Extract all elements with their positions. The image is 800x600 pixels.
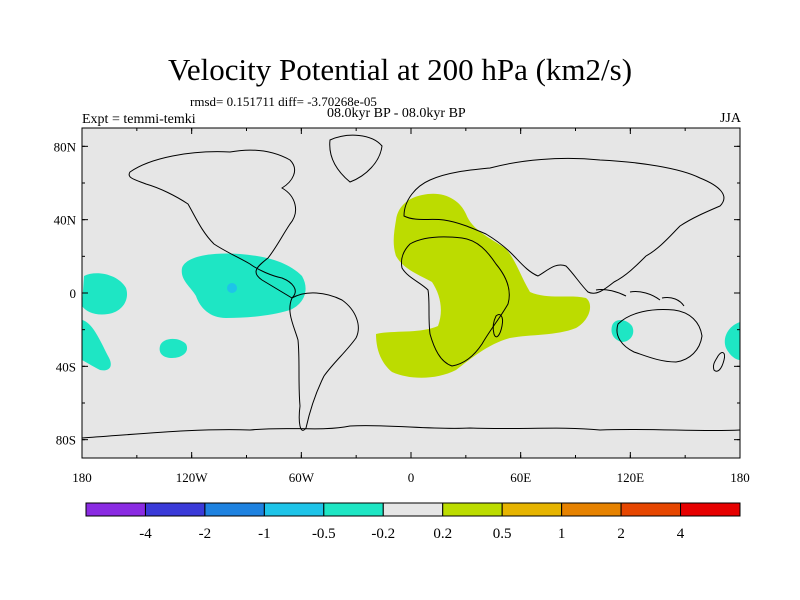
colorbar-label: 4 xyxy=(677,526,685,542)
coastline-new-zealand xyxy=(713,352,725,372)
australia-west-negative xyxy=(611,320,634,342)
colorbar-box xyxy=(85,502,146,517)
colorbar-label: 0.2 xyxy=(433,526,452,542)
coastline-australia xyxy=(616,309,703,363)
lat-tick-label: 80N xyxy=(54,139,77,154)
colorbar-box xyxy=(442,502,503,517)
colorbar-box xyxy=(561,502,622,517)
colorbar-label: -4 xyxy=(139,526,152,542)
coastline-antarctica xyxy=(82,425,740,439)
lat-tick-label: 80S xyxy=(56,433,76,448)
latitude-axis: 80N 40N 0 40S 80S xyxy=(54,139,740,448)
colorbar-box xyxy=(620,502,682,517)
east-pacific-negative xyxy=(82,273,128,315)
experiment-label: Expt = temmi-temki xyxy=(82,112,196,127)
map-background xyxy=(82,128,740,458)
south-pacific-negative xyxy=(159,338,188,358)
colorbar-box xyxy=(680,502,741,517)
colorbar-label: -0.5 xyxy=(312,526,336,542)
longitude-axis: 180 120W 60W 0 60E 120E 180 xyxy=(72,128,750,485)
central-america-pacific-negative xyxy=(181,253,306,318)
colorbar-label: -2 xyxy=(199,526,212,542)
period-subtitle: 08.0kyr BP - 08.0kyr BP xyxy=(327,106,466,121)
stats-subtitle: rmsd= 0.151711 diff= -3.70268e-05 xyxy=(190,94,377,109)
lon-tick-label: 60E xyxy=(510,470,531,485)
colorbar-label: -0.2 xyxy=(371,526,395,542)
colorbar-box xyxy=(204,502,265,517)
lat-tick-label: 40S xyxy=(56,359,76,374)
coastline-greenland xyxy=(329,134,383,183)
colorbar-box xyxy=(323,502,384,517)
core-negative xyxy=(227,283,237,293)
east-edge-negative xyxy=(724,322,740,360)
coastline-north-america xyxy=(128,149,297,299)
colorbar-box xyxy=(501,502,563,517)
lon-tick-label: 180 xyxy=(72,470,92,485)
coastline-madagascar xyxy=(492,313,503,338)
colorbar-label: 2 xyxy=(617,526,625,542)
lon-tick-label: 120W xyxy=(176,470,209,485)
lon-tick-label: 60W xyxy=(289,470,315,485)
colorbar-box xyxy=(144,502,206,517)
lon-tick-label: 180 xyxy=(730,470,750,485)
lon-tick-label: 120E xyxy=(617,470,645,485)
colorbar-label: 1 xyxy=(558,526,566,542)
lon-tick-label: 0 xyxy=(408,470,415,485)
coastlines xyxy=(82,134,740,439)
colorbar: -4 -2 -1 -0.5 -0.2 0.2 0.5 1 2 4 xyxy=(85,502,741,542)
season-label: JJA xyxy=(719,111,741,126)
lat-tick-label: 0 xyxy=(70,286,77,301)
colorbar-box xyxy=(382,502,444,517)
coastline-south-america xyxy=(289,292,359,431)
colorbar-label: -1 xyxy=(258,526,271,542)
coastline-indonesia xyxy=(595,289,685,307)
south-pacific-negative xyxy=(82,320,111,371)
plot-title: Velocity Potential at 200 hPa (km2/s) xyxy=(167,52,633,87)
lat-tick-label: 40N xyxy=(54,213,77,228)
coastline-africa xyxy=(401,236,510,367)
coastline-eurasia xyxy=(403,157,725,294)
colorbar-label: 0.5 xyxy=(493,526,512,542)
colorbar-box xyxy=(263,502,325,517)
